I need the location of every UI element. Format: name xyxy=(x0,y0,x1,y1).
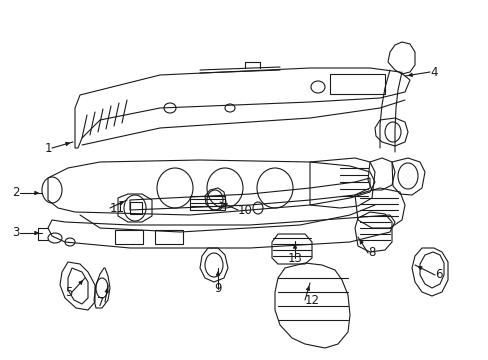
Text: 9: 9 xyxy=(214,283,221,296)
Text: 13: 13 xyxy=(287,252,302,265)
Text: 1: 1 xyxy=(44,141,52,154)
Bar xyxy=(329,74,384,94)
Bar xyxy=(155,230,183,244)
Bar xyxy=(115,230,142,244)
Bar xyxy=(130,202,142,214)
Text: 8: 8 xyxy=(367,247,375,260)
Text: 11: 11 xyxy=(110,202,125,215)
Text: 10: 10 xyxy=(238,203,252,216)
Text: 2: 2 xyxy=(13,186,20,199)
Text: 5: 5 xyxy=(64,285,72,298)
Text: 6: 6 xyxy=(434,269,442,282)
Text: 4: 4 xyxy=(429,66,437,78)
Text: 12: 12 xyxy=(305,293,319,306)
Text: 7: 7 xyxy=(97,296,105,309)
Bar xyxy=(190,196,224,210)
Text: 3: 3 xyxy=(13,226,20,239)
